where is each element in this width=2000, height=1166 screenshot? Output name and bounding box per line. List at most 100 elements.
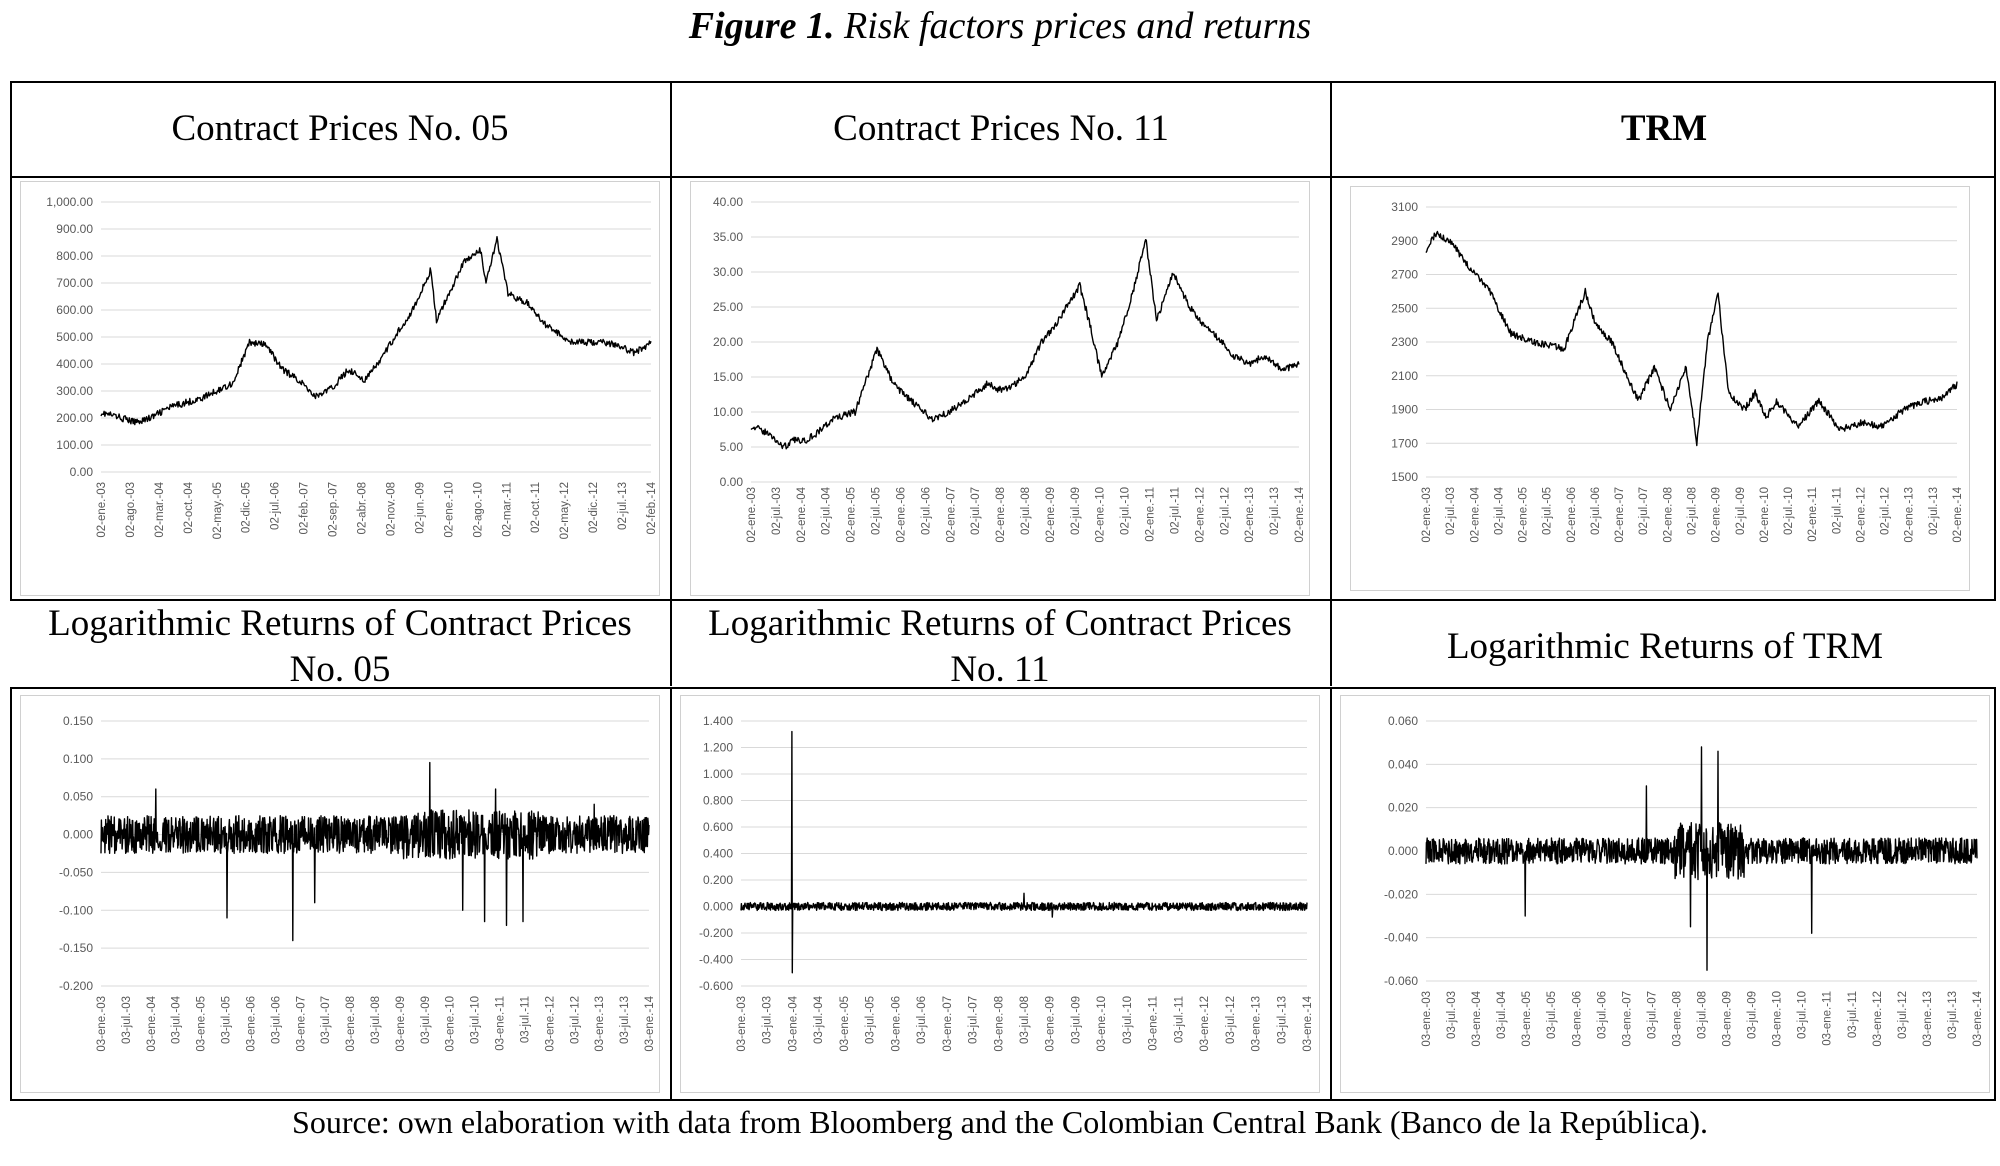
x-tick-label: 03-ene.-06 <box>245 996 257 1052</box>
x-tick-label: 02-ene.-08 <box>1662 487 1674 543</box>
x-tick-label: 02-ene.-14 <box>1294 486 1306 542</box>
y-tick-label: 2300 <box>1391 335 1418 349</box>
series-line <box>750 239 1300 450</box>
top-table-border <box>10 81 1996 601</box>
x-tick-label: 03-jul.-07 <box>320 996 332 1044</box>
x-tick-label: 02-jul.-10 <box>1120 487 1132 535</box>
x-tick-label: 03-jul.-08 <box>1697 991 1709 1039</box>
x-tick-label: 02-jul.-06 <box>920 487 932 535</box>
x-tick-label: 03-ene.-09 <box>395 996 407 1052</box>
y-tick-label: -0.040 <box>1384 931 1418 945</box>
x-tick-label: 03-jul.-10 <box>470 996 482 1044</box>
y-tick-label: 0.200 <box>703 873 733 887</box>
x-tick-label: 02-ago.-10 <box>472 482 484 538</box>
y-tick-label: 0.00 <box>720 475 744 489</box>
x-tick-label: 02-ene.-03 <box>746 487 758 543</box>
x-tick-label: 02-jul.-12 <box>1880 487 1892 535</box>
x-tick-label: 03-ene.-07 <box>942 996 954 1052</box>
x-tick-label: 03-jul.-06 <box>1596 991 1608 1039</box>
x-tick-label: 03-ene.-11 <box>495 996 507 1051</box>
y-tick-label: -0.060 <box>1384 974 1418 988</box>
x-tick-label: 03-ene.-08 <box>345 996 357 1052</box>
y-tick-label: -0.200 <box>59 979 93 993</box>
series-line <box>740 730 1308 974</box>
x-tick-label: 02-jul.-06 <box>1590 487 1602 535</box>
x-tick-label: 02-ene.-09 <box>1045 487 1057 543</box>
x-tick-label: 03-jul.-11 <box>519 996 531 1043</box>
x-tick-label: 03-jul.-05 <box>865 996 877 1044</box>
y-tick-label: 35.00 <box>713 230 743 244</box>
x-tick-label: 02-abr.-08 <box>357 482 369 534</box>
x-tick-label: 03-jul.-08 <box>1019 996 1031 1044</box>
x-tick-label: 03-jul.-03 <box>762 996 774 1044</box>
x-tick-label: 03-ene.-03 <box>736 996 748 1052</box>
figure-caption: Risk factors prices and returns <box>843 5 1312 47</box>
x-tick-label: 03-jul.-03 <box>1446 991 1458 1039</box>
x-tick-label: 02-jul.-06 <box>270 482 282 530</box>
x-tick-label: 03-ene.-06 <box>890 996 902 1052</box>
x-tick-label: 02-dic.-05 <box>241 482 253 533</box>
x-tick-label: 02-ene.-03 <box>1421 487 1433 543</box>
x-tick-label: 03-jul.-11 <box>1173 996 1185 1043</box>
x-tick-label: 03-ene.-12 <box>1199 996 1211 1052</box>
x-tick-label: 03-ene.-12 <box>544 996 556 1052</box>
y-tick-label: 500.00 <box>56 330 93 344</box>
x-tick-label: 03-jul.-09 <box>1070 996 1082 1044</box>
x-tick-label: 02-jul.-12 <box>1219 487 1231 535</box>
x-tick-label: 02-jul.-08 <box>1020 487 1032 535</box>
x-tick-label: 03-ene.-09 <box>1045 996 1057 1052</box>
y-tick-label: 1700 <box>1391 436 1418 450</box>
divider <box>1330 81 1332 686</box>
y-tick-label: 0.000 <box>703 900 733 914</box>
y-tick-label: 15.00 <box>713 370 743 384</box>
divider <box>670 687 672 1101</box>
x-tick-label: 03-ene.-04 <box>1471 990 1483 1046</box>
x-tick-label: 02-feb.-07 <box>299 482 311 534</box>
x-tick-label: 02-ene.-11 <box>1807 487 1819 542</box>
x-tick-label: 02-jul.-05 <box>1542 487 1554 535</box>
x-tick-label: 03-jul.-07 <box>1646 991 1658 1039</box>
y-tick-label: 200.00 <box>56 411 93 425</box>
x-tick-label: 02-ene.-05 <box>846 487 858 543</box>
y-tick-label: 0.150 <box>63 714 93 728</box>
x-tick-label: 02-ene.-08 <box>995 487 1007 543</box>
x-tick-label: 02-mar.-11 <box>501 482 513 537</box>
x-tick-label: 03-jul.-08 <box>370 996 382 1044</box>
x-tick-label: 02-ene.-04 <box>796 486 808 542</box>
y-tick-label: 0.800 <box>703 794 733 808</box>
x-tick-label: 02-jul.-09 <box>1735 487 1747 535</box>
x-tick-label: 02-jul.-04 <box>821 486 833 535</box>
x-tick-label: 02-jul.-03 <box>771 487 783 535</box>
x-tick-label: 02-ene.-13 <box>1244 487 1256 543</box>
chart-frame-c05: 0.00 100.00 200.00 300.00 400.00 500.00 600.00… <box>20 181 660 596</box>
x-tick-label: 02-ene.-10 <box>443 482 455 538</box>
x-tick-label: 03-ene.-08 <box>1671 991 1683 1047</box>
x-tick-label: 03-ene.-07 <box>295 996 307 1052</box>
y-tick-label: 1.400 <box>703 714 733 728</box>
x-tick-label: 02-ene.-07 <box>945 487 957 543</box>
y-tick-label: 800.00 <box>56 249 93 263</box>
y-tick-label: 2700 <box>1391 268 1418 282</box>
x-tick-label: 03-jul.-11 <box>1847 991 1859 1038</box>
x-tick-label: 03-jul.-04 <box>1496 990 1508 1039</box>
x-tick-label: 03-ene.-04 <box>787 995 799 1051</box>
x-tick-label: 03-jul.-10 <box>1122 996 1134 1044</box>
x-tick-label: 03-jul.-03 <box>121 996 133 1044</box>
x-tick-label: 02-ago.-03 <box>125 482 137 538</box>
header-r11: Logarithmic Returns of Contract Prices N… <box>708 603 1292 690</box>
x-tick-label: 03-ene.-08 <box>993 996 1005 1052</box>
x-tick-label: 03-jul.-06 <box>916 996 928 1044</box>
x-tick-label: 03-jul.-04 <box>171 995 183 1044</box>
x-tick-label: 03-jul.-09 <box>1747 991 1759 1039</box>
series-line <box>100 761 650 942</box>
x-tick-label: 02-jul.-10 <box>1783 487 1795 535</box>
x-tick-label: 02-dic.-12 <box>588 482 600 533</box>
y-tick-label: 1,000.00 <box>46 195 93 209</box>
y-tick-label: 0.000 <box>1388 844 1418 858</box>
x-tick-label: 02-ene.-12 <box>1194 487 1206 543</box>
y-tick-label: -0.400 <box>699 953 733 967</box>
x-tick-label: 02-may.-12 <box>559 482 571 539</box>
x-tick-label: 02-jul.-11 <box>1169 487 1181 534</box>
y-tick-label: -0.050 <box>59 865 93 879</box>
y-tick-label: 300.00 <box>56 384 93 398</box>
